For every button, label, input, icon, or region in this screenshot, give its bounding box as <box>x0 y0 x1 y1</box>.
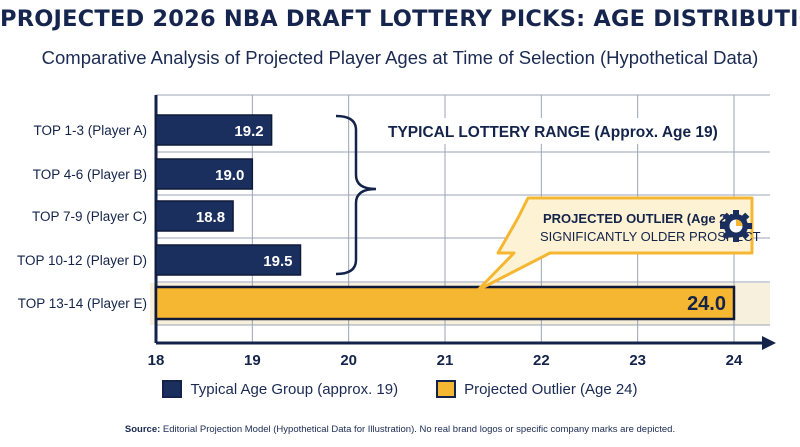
category-label: TOP 13-14 (Player E) <box>18 296 147 311</box>
source-text: Editorial Projection Model (Hypothetical… <box>162 424 676 435</box>
bar-value-label: 24.0 <box>687 293 726 315</box>
legend-label-outlier: Projected Outlier (Age 24) <box>464 380 638 398</box>
bracket-label-bg <box>380 118 672 144</box>
x-tick-label: 19 <box>244 352 261 369</box>
x-tick-label: 18 <box>148 352 165 369</box>
category-label: TOP 1-3 (Player A) <box>33 123 147 138</box>
bar-typical <box>155 114 273 146</box>
bar-typical <box>155 200 234 232</box>
legend-item-typical: Typical Age Group (approx. 19) <box>162 380 398 398</box>
bar-outlier <box>154 285 736 321</box>
x-tick-label: 22 <box>533 352 550 369</box>
source-label: Source: <box>124 424 161 435</box>
callout-text: SIGNIFICANTLY OLDER PROSPECT <box>540 229 761 244</box>
bracket-label: TYPICAL LOTTERY RANGE (Approx. Age 19) <box>388 124 718 141</box>
legend-swatch-typical <box>162 380 183 398</box>
category-label: TOP 10-12 (Player D) <box>17 253 147 268</box>
bar-value-label: 18.8 <box>196 209 225 226</box>
category-labels: TOP 1-3 (Player A) TOP 4-6 (Player B) TOP … <box>17 123 147 311</box>
bar-value-label: 19.0 <box>215 167 244 184</box>
range-bracket <box>335 114 377 276</box>
category-label: TOP 7-9 (Player C) <box>32 209 147 224</box>
bar-value-label: 19.5 <box>263 253 292 270</box>
chart-subtitle: Comparative Analysis of Projected Player… <box>41 47 759 68</box>
x-tick-label: 21 <box>437 352 454 369</box>
legend-label-typical: Typical Age Group (approx. 19) <box>190 380 399 398</box>
callout-title: PROJECTED OUTLIER (Age 24): <box>543 211 742 226</box>
callout-box <box>476 196 754 292</box>
chart-title: PROJECTED 2026 NBA DRAFT LOTTERY PICKS: … <box>0 6 800 32</box>
bar-value-label: 19.2 <box>234 123 263 140</box>
legend-swatch-outlier <box>436 380 457 398</box>
annotations: TYPICAL LOTTERY RANGE (Approx. Age 19) P… <box>335 114 761 292</box>
bar-typical <box>155 158 254 190</box>
chart-bars: 19.2 19.0 18.8 19.5 24.0 <box>154 114 736 321</box>
source-note: Source: Editorial Projection Model (Hypo… <box>0 424 800 435</box>
legend-item-outlier: Projected Outlier (Age 24) <box>436 380 638 398</box>
x-tick-label: 23 <box>629 352 646 369</box>
x-tick-labels: 18 19 20 21 22 23 24 <box>148 352 743 369</box>
x-tick-label: 20 <box>340 352 357 369</box>
x-tick-label: 24 <box>726 352 743 369</box>
category-label: TOP 4-6 (Player B) <box>33 167 147 182</box>
x-axis-arrow <box>762 336 776 350</box>
gear-pie-icon <box>720 210 752 242</box>
chart-legend: Typical Age Group (approx. 19) Projected… <box>0 380 800 398</box>
bar-typical <box>155 244 302 276</box>
